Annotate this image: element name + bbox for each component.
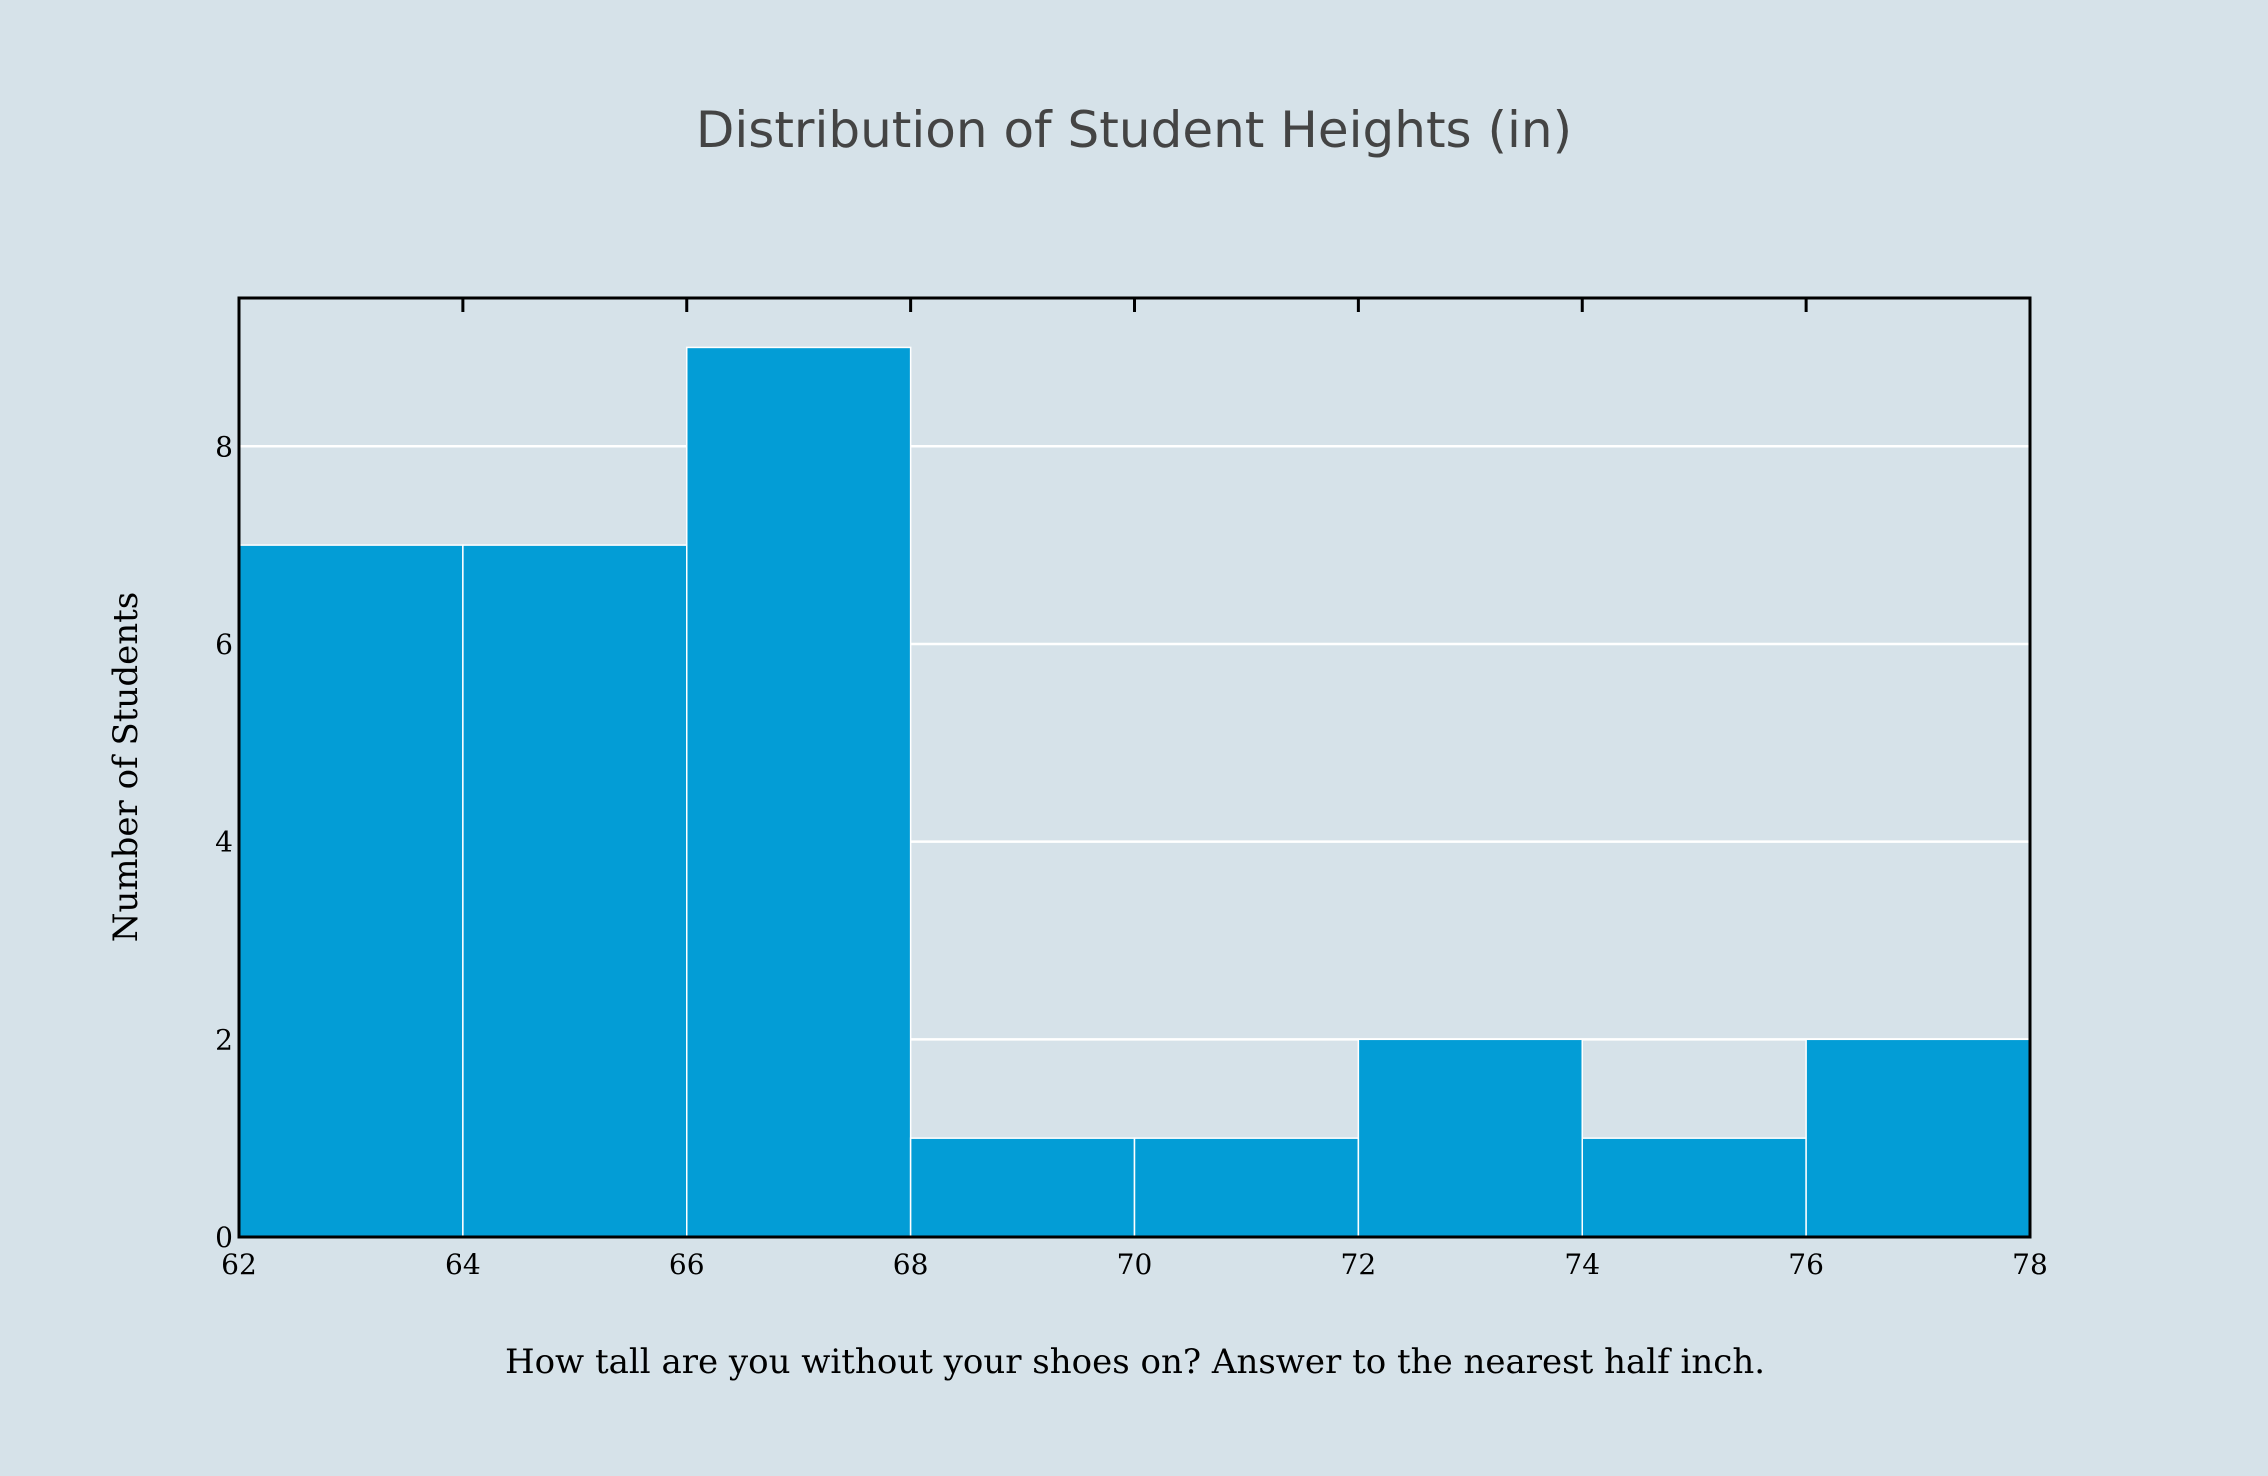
y-tick-label: 0 [215, 1221, 233, 1254]
y-tick-label: 2 [215, 1023, 233, 1056]
x-tick-label: 68 [893, 1248, 929, 1281]
x-tick-label: 72 [1341, 1248, 1377, 1281]
bars [238, 346, 2031, 1238]
histogram-bar [909, 1137, 1136, 1238]
x-tick-label: 66 [669, 1248, 705, 1281]
histogram-bar [1133, 1137, 1360, 1238]
histogram-bar [686, 346, 912, 1238]
chart-title: Distribution of Student Heights (in) [696, 101, 1572, 159]
histogram-bar [1805, 1038, 2031, 1238]
y-tick-label: 6 [215, 628, 233, 661]
histogram-bar [1581, 1137, 1807, 1238]
x-tick-label: 62 [221, 1248, 257, 1281]
histogram-bar [1357, 1038, 1583, 1238]
x-tick-label: 74 [1564, 1248, 1600, 1281]
y-tick-label: 8 [215, 430, 233, 463]
x-tick-label: 78 [2012, 1248, 2048, 1281]
histogram-bar [462, 544, 688, 1238]
x-tick-label: 76 [1788, 1248, 1824, 1281]
x-axis-label: How tall are you without your shoes on? … [505, 1342, 1765, 1382]
y-tick-label: 4 [215, 826, 233, 859]
histogram-bar [238, 544, 464, 1238]
x-tick-label: 70 [1117, 1248, 1153, 1281]
y-axis-label: Number of Students [106, 592, 146, 942]
x-tick-label: 64 [445, 1248, 481, 1281]
axes [237, 296, 2032, 1239]
